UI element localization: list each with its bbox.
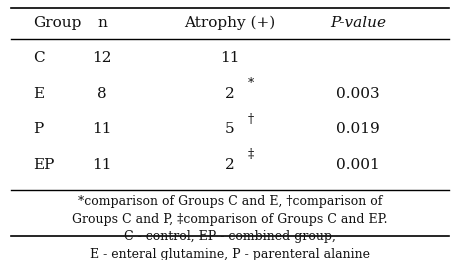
Text: 0.001: 0.001 <box>336 158 379 172</box>
Text: 5: 5 <box>225 122 234 136</box>
Text: 8: 8 <box>97 87 106 101</box>
Text: 2: 2 <box>224 158 235 172</box>
Text: C - control, EP - combined group,: C - control, EP - combined group, <box>124 230 335 243</box>
Text: E - enteral glutamine, P - parenteral alanine: E - enteral glutamine, P - parenteral al… <box>90 248 369 260</box>
Text: Atrophy (+): Atrophy (+) <box>184 16 275 30</box>
Text: 0.019: 0.019 <box>336 122 379 136</box>
Text: 0.003: 0.003 <box>336 87 379 101</box>
Text: 2: 2 <box>224 87 235 101</box>
Text: 11: 11 <box>92 158 112 172</box>
Text: ‡: ‡ <box>247 148 253 161</box>
Text: 11: 11 <box>92 122 112 136</box>
Text: *: * <box>247 77 253 90</box>
Text: P-value: P-value <box>329 16 385 30</box>
Text: Group: Group <box>34 16 82 30</box>
Text: *comparison of Groups C and E, †comparison of: *comparison of Groups C and E, †comparis… <box>78 195 381 208</box>
Text: n: n <box>97 16 106 30</box>
Text: 11: 11 <box>220 51 239 65</box>
Text: C: C <box>34 51 45 65</box>
Text: P: P <box>34 122 44 136</box>
Text: EP: EP <box>34 158 55 172</box>
Text: E: E <box>34 87 45 101</box>
Text: †: † <box>247 113 253 126</box>
Text: 12: 12 <box>92 51 112 65</box>
Text: Groups C and P, ‡comparison of Groups C and EP.: Groups C and P, ‡comparison of Groups C … <box>72 213 387 226</box>
